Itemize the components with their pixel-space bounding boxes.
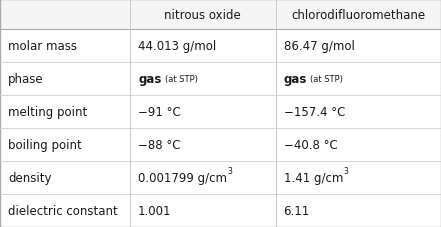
Bar bbox=[0, 0, 441, 30]
Text: 86.47 g/mol: 86.47 g/mol bbox=[284, 40, 355, 53]
Text: 1.001: 1.001 bbox=[138, 204, 172, 217]
Text: (at STP): (at STP) bbox=[310, 75, 344, 84]
Text: boiling point: boiling point bbox=[8, 138, 82, 151]
Text: 1.41 g/cm: 1.41 g/cm bbox=[284, 171, 343, 184]
Text: gas: gas bbox=[284, 73, 307, 86]
Text: gas: gas bbox=[138, 73, 161, 86]
Text: nitrous oxide: nitrous oxide bbox=[164, 9, 241, 22]
Text: −40.8 °C: −40.8 °C bbox=[284, 138, 337, 151]
Text: chlorodifluoromethane: chlorodifluoromethane bbox=[291, 9, 426, 22]
Text: melting point: melting point bbox=[8, 106, 87, 119]
Text: 6.11: 6.11 bbox=[284, 204, 310, 217]
Text: −88 °C: −88 °C bbox=[138, 138, 180, 151]
Text: 3: 3 bbox=[343, 166, 348, 175]
Text: dielectric constant: dielectric constant bbox=[8, 204, 118, 217]
Text: 3: 3 bbox=[227, 166, 232, 175]
Text: 0.001799 g/cm: 0.001799 g/cm bbox=[138, 171, 227, 184]
Text: molar mass: molar mass bbox=[8, 40, 77, 53]
Text: phase: phase bbox=[8, 73, 44, 86]
Text: −157.4 °C: −157.4 °C bbox=[284, 106, 345, 119]
Text: 44.013 g/mol: 44.013 g/mol bbox=[138, 40, 216, 53]
Text: density: density bbox=[8, 171, 52, 184]
Text: (at STP): (at STP) bbox=[165, 75, 198, 84]
Text: −91 °C: −91 °C bbox=[138, 106, 181, 119]
